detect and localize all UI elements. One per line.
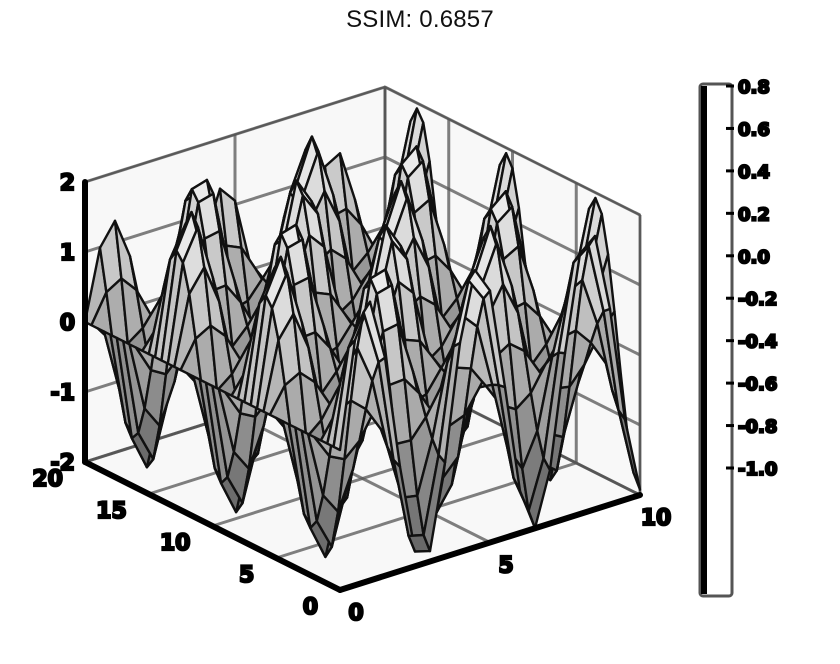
- z-tick-label: -2: [51, 451, 75, 476]
- colorbar-tick-label: -1.0: [738, 459, 777, 480]
- colorbar-tick-label: -0.8: [738, 417, 777, 438]
- colorbar-tick-label: 0.6: [738, 119, 770, 140]
- grid-line-z-back: [84, 85, 386, 184]
- colorbar-tick-label: 0.2: [738, 204, 770, 225]
- colorbar-tick-label: 0.4: [738, 162, 770, 183]
- z-tick-label: 1: [60, 241, 75, 266]
- grid-line-z-side: [384, 85, 641, 217]
- y-tick-label: 0: [303, 595, 318, 620]
- colorbar: -1.0 -0.8 -0.6 -0.4 -0.2 0.0 0.2 0.4 0.6 0.8: [698, 76, 778, 598]
- tick-labels: 0 5 10 0 5 10 15 20-2 -1 0 1 2: [31, 170, 672, 627]
- x-tick-label: 5: [498, 554, 513, 579]
- axis-lines: [82, 179, 643, 593]
- z-tick-label: 0: [60, 311, 75, 336]
- colorbar-tick-label: 0.0: [738, 247, 770, 268]
- x-axis-line: [337, 492, 643, 593]
- chart-title: SSIM: 0.6857: [346, 6, 494, 33]
- z-tick-label: 2: [60, 171, 75, 196]
- colorbar-tick-label: -0.2: [738, 289, 777, 310]
- y-tick-label: 5: [239, 563, 254, 588]
- surface-plot: [83, 107, 642, 559]
- y-tick-label: 20: [32, 467, 63, 492]
- grid-line-y: [212, 429, 513, 528]
- y-tick-label: 10: [160, 531, 191, 556]
- y-tick-label: 15: [96, 499, 127, 524]
- x-tick-label: 10: [641, 506, 672, 531]
- colorbar-tick-label: 0.8: [738, 77, 770, 98]
- colorbar-tick-label: -0.6: [738, 374, 777, 395]
- surface-facet: [617, 409, 642, 491]
- z-tick-label: -1: [51, 381, 75, 406]
- colorbar-tick-label: -0.4: [738, 332, 777, 353]
- x-tick-label: 0: [348, 601, 363, 626]
- y-axis-line: [82, 459, 343, 593]
